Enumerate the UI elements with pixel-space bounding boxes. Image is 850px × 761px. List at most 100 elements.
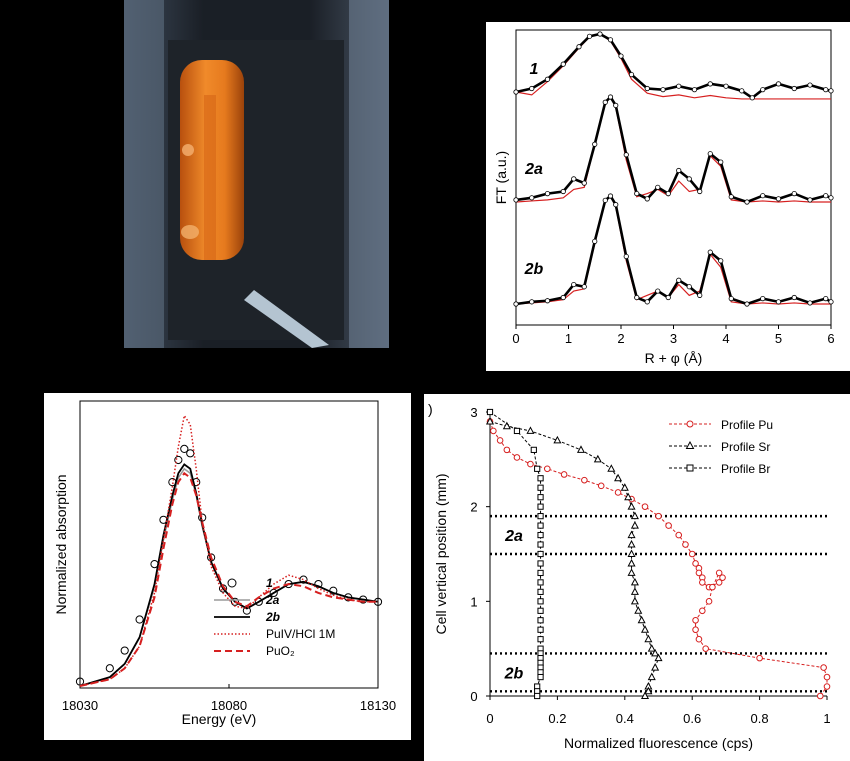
profile-point-circle — [614, 489, 622, 496]
ft-exp-point — [707, 81, 713, 87]
ft-exp-point — [529, 195, 535, 201]
profile-point-square — [537, 550, 544, 558]
ft-x-tick-label: 0 — [512, 331, 519, 346]
profile-point-circle — [715, 569, 723, 577]
ft-chart-panel: 0 1 2 3 4 5 6 R + φ (Å) FT (a.u.) 1 2a 2b — [486, 22, 850, 371]
xanes-curve-2a — [79, 467, 379, 687]
profile-point-square — [537, 579, 544, 586]
xanes-point-1 — [135, 615, 144, 624]
profile-point-triangle — [640, 625, 650, 633]
ft-exp-point — [823, 193, 829, 199]
profile-point-square — [537, 626, 544, 633]
profile-point-circle — [688, 550, 696, 558]
profile-point-triangle — [630, 521, 639, 529]
profile-point-triangle — [647, 644, 656, 652]
ft-exp-point — [686, 284, 692, 290]
profile-point-square — [537, 475, 544, 482]
ft-exp-point — [576, 44, 582, 50]
ft-exp-point — [807, 300, 813, 306]
profile-point-square — [537, 588, 544, 595]
profile-point-circle — [699, 579, 706, 586]
ft-exp-point — [634, 294, 640, 301]
xanes-legend-label: 2b — [265, 610, 280, 624]
ft-x-axis-label: R + φ (Å) — [645, 350, 703, 366]
ft-exp-point — [723, 83, 729, 89]
ft-x-tick-label: 3 — [670, 331, 677, 346]
profile-point-circle — [692, 560, 699, 567]
profile-point-square — [537, 673, 544, 681]
ft-exp-point — [513, 301, 519, 307]
ft-exp-point — [791, 294, 797, 301]
profile-legend-label: Profile Br — [721, 462, 770, 476]
profile-point-triangle — [654, 653, 663, 662]
profile-point-circle — [527, 460, 534, 468]
profile-point-circle — [692, 626, 699, 634]
xanes-x-tick-label: 18080 — [211, 698, 247, 713]
profile-point-circle — [597, 482, 605, 490]
profile-point-circle — [820, 664, 827, 671]
ft-exp-point — [613, 202, 619, 208]
xanes-y-axis-label: Normalized absorption — [53, 474, 69, 614]
ft-exp-point — [560, 61, 566, 67]
profile-y-axis-label: Cell vertical position (mm) — [433, 473, 449, 634]
profile-point-circle — [692, 616, 699, 624]
ft-x-tick-label: 1 — [565, 331, 572, 346]
profile-point-triangle — [644, 686, 653, 695]
profile-point-triangle — [637, 615, 646, 624]
ft-exp-point — [828, 195, 834, 201]
ft-exp-curve-1 — [515, 32, 832, 100]
ft-exp-point — [644, 196, 650, 202]
ft-x-tick-label: 2 — [617, 331, 624, 346]
profile-point-triangle — [627, 539, 636, 548]
ft-exp-point — [618, 53, 624, 59]
profile-point-circle — [756, 654, 763, 662]
profile-x-axis-label: Normalized fluorescence (cps) — [564, 735, 753, 751]
ft-exp-point — [760, 87, 766, 93]
ft-exp-point — [529, 299, 535, 305]
profile-point-circle — [816, 692, 824, 700]
profile-y-tick-label: 1 — [470, 594, 477, 609]
profile-point-circle — [641, 503, 649, 510]
profile-x-tick-label: 1 — [823, 711, 830, 726]
ft-exp-point — [529, 85, 535, 92]
profile-point-triangle — [627, 568, 636, 576]
profile-point-triangle — [526, 426, 535, 434]
ft-exp-curve-2a — [515, 94, 832, 204]
xanes-chart: 18030 18080 18130 Energy (eV) Normalized abs… — [53, 400, 396, 727]
ft-fit-curve-2a — [515, 96, 831, 203]
profile-point-square — [537, 607, 544, 614]
profile-legend-marker — [686, 464, 694, 472]
ft-exp-point — [571, 281, 577, 288]
profile-point-square — [537, 494, 544, 501]
ft-exp-point — [775, 81, 782, 87]
ft-exp-point — [775, 299, 782, 305]
profile-region-label: 2b — [504, 665, 524, 682]
ft-exp-point — [791, 191, 797, 197]
profile-point-triangle — [630, 587, 639, 595]
xanes-chart-panel: 18030 18080 18130 Energy (eV) Normalized abs… — [44, 393, 411, 740]
xanes-curve-puivhcl1m — [79, 413, 378, 687]
profile-x-tick-label: 0.2 — [548, 711, 566, 726]
xanes-point-1 — [180, 444, 189, 453]
profile-point-square — [537, 503, 544, 510]
xanes-legend-label: 2a — [265, 593, 280, 607]
ft-exp-point — [807, 82, 813, 88]
ft-exp-point — [628, 71, 635, 78]
profile-point-circle — [823, 673, 831, 681]
profile-point-circle — [581, 476, 588, 484]
profile-point-circle — [496, 437, 504, 444]
profile-point-circle — [699, 607, 706, 615]
ft-x-tick-label: 4 — [722, 331, 729, 346]
profile-point-circle — [702, 645, 709, 652]
profile-point-triangle — [614, 473, 623, 482]
xanes-plot-frame — [79, 400, 379, 689]
ft-exp-point — [744, 301, 750, 307]
profile-point-triangle — [630, 596, 639, 605]
profile-legend-marker — [685, 440, 695, 449]
profile-point-square — [537, 484, 544, 491]
ft-exp-point — [644, 85, 650, 92]
ft-plot-frame — [515, 29, 832, 326]
ft-exp-point — [513, 89, 519, 95]
ft-exp-point — [676, 167, 682, 174]
ft-exp-point — [718, 159, 724, 165]
